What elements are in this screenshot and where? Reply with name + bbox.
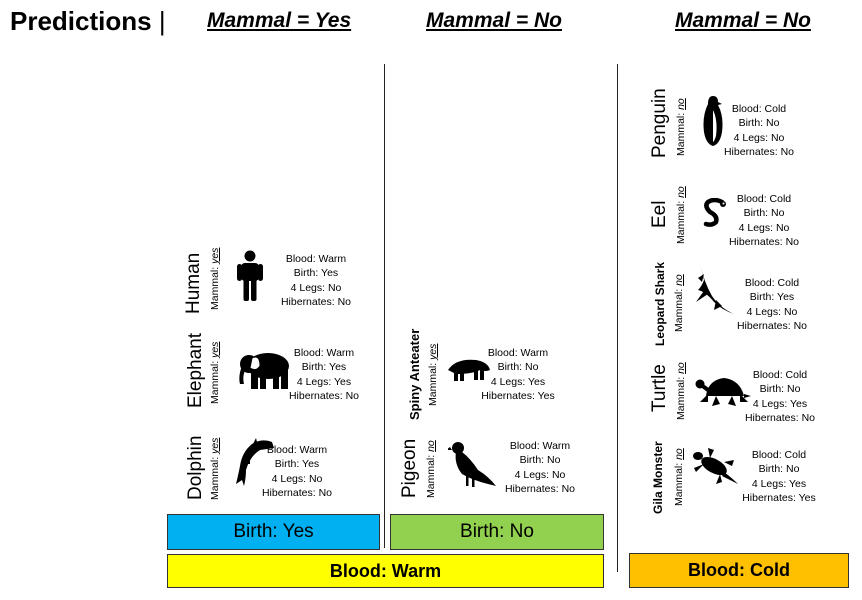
divider-blood [617,64,618,572]
mammal-tag: Mammal: yes [209,247,221,310]
eel-icon [703,198,726,227]
birth-no-label: Birth: No [460,521,534,542]
animal-features: Blood: Cold Birth: No 4 Legs: Yes Hibern… [744,369,816,424]
animal-name: Gila Monster [651,441,665,514]
animal-features: Blood: Warm Birth: Yes 4 Legs: No Hibern… [280,253,352,308]
column-header-mammal-no-warm: Mammal = No [426,9,562,32]
dolphin-icon [236,438,274,486]
column-header-mammal-yes: Mammal = Yes [207,9,352,32]
animal-features: Blood: Cold Birth: No 4 Legs: No Hiberna… [723,103,795,158]
blood-cold-label: Blood: Cold [688,560,790,580]
animal-features: Blood: Warm Birth: No 4 Legs: Yes Hibern… [481,347,555,402]
animal-name: Human [183,252,204,314]
divider-birth [384,64,385,548]
anteater-icon [448,359,490,381]
animal-features: Blood: Cold Birth: Yes 4 Legs: No Hibern… [736,277,808,332]
animal-name: Pigeon [399,438,420,498]
turtle-icon [695,378,751,406]
birth-yes-label: Birth: Yes [233,521,314,542]
animal-features: Blood: Cold Birth: No 4 Legs: Yes Hibern… [742,449,816,504]
mammal-tag: Mammal: no [675,98,687,156]
birth-no-box: Birth: No [390,514,604,550]
mammal-tag: Mammal: no [673,274,685,332]
elephant-icon [239,353,289,389]
mammal-tag: Mammal: no [675,362,687,420]
blood-warm-label: Blood: Warm [329,560,442,581]
shark-icon [696,264,734,314]
mammal-tag: Mammal: yes [209,437,221,500]
animal-name: Dolphin [185,435,206,500]
animal-features: Blood: Warm Birth: Yes 4 Legs: Yes Hiber… [288,347,360,402]
blood-warm-box: Blood: Warm [167,554,604,588]
mammal-tag: Mammal: no [673,448,685,506]
animal-features: Blood: Warm Birth: No 4 Legs: No Hiberna… [504,440,576,495]
animal-name: Spiny Anteater [407,328,422,420]
text-cursor: | [158,6,166,36]
animal-name: Elephant [185,332,206,408]
animal-name: Eel [649,200,670,228]
page-title: Predictions | [10,6,166,36]
mammal-tag: Mammal: no [425,440,437,498]
blood-cold-box: Blood: Cold [629,553,849,588]
animal-features: Blood: Warm Birth: Yes 4 Legs: No Hibern… [261,444,333,499]
mammal-tag: Mammal: yes [209,341,221,404]
pigeon-icon [448,442,496,487]
lizard-icon [693,448,738,484]
mammal-tag: Mammal: yes [427,343,439,406]
column-header-mammal-no-cold: Mammal = No [675,9,811,32]
animal-name: Penguin [649,88,670,158]
mammal-tag: Mammal: no [675,186,687,244]
birth-yes-box: Birth: Yes [167,514,380,550]
animal-name: Turtle [649,364,670,412]
human-icon [237,250,263,301]
animal-features: Blood: Cold Birth: No 4 Legs: No Hiberna… [728,193,800,248]
animal-name: Leopard Shark [653,261,667,346]
penguin-icon [703,96,723,146]
